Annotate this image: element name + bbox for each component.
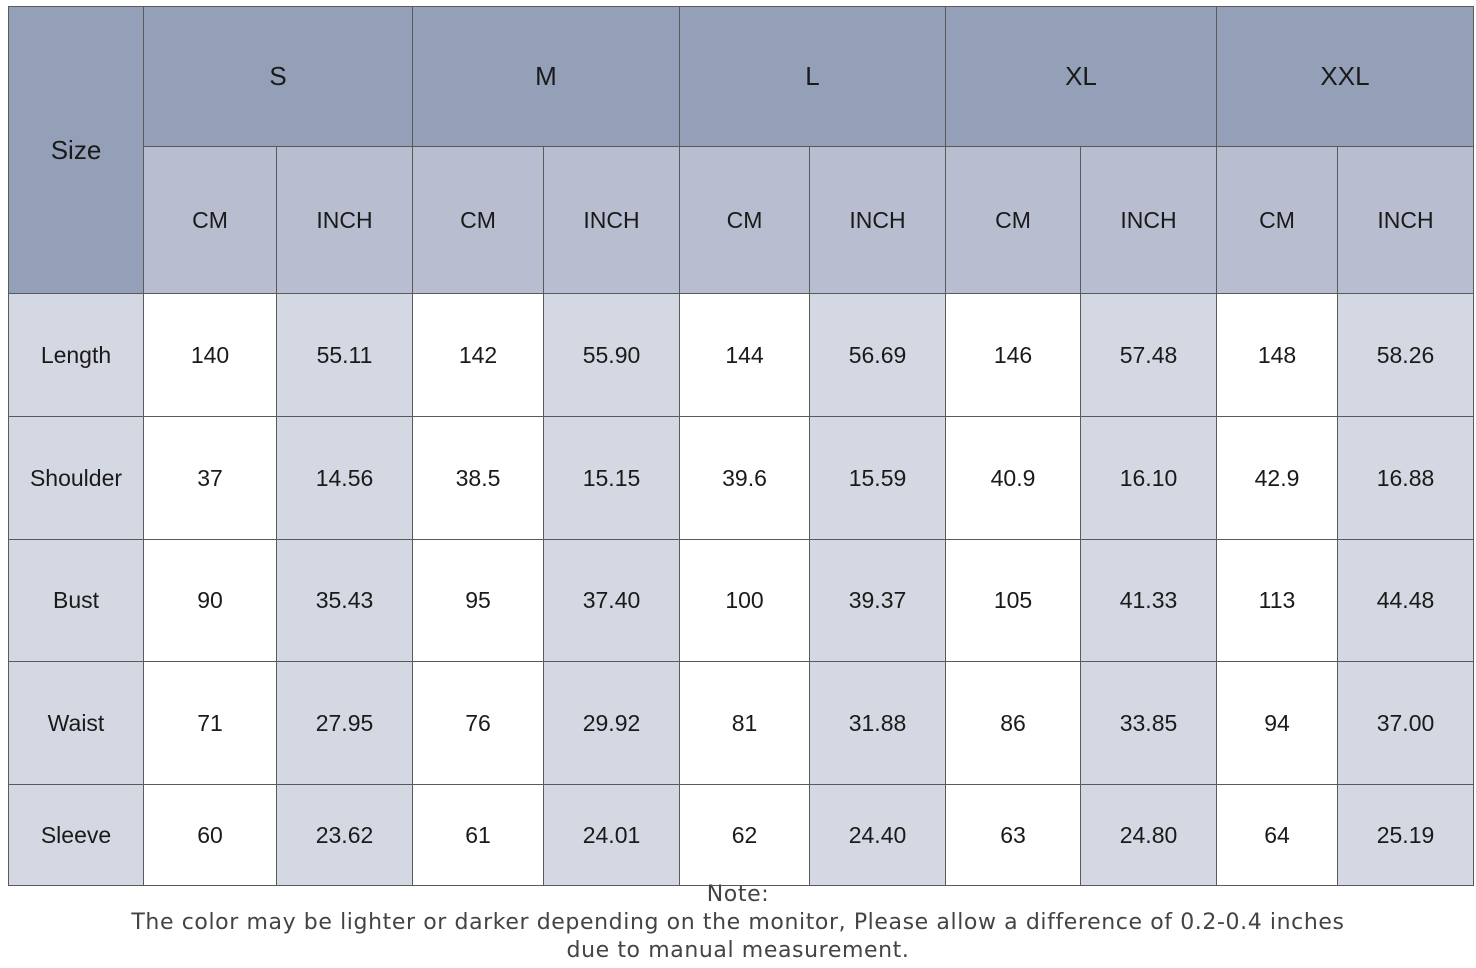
measurement: 23.62 [276,784,413,886]
measurement: 56.69 [809,293,946,417]
measurement: 16.10 [1080,416,1217,540]
measurement: 29.92 [543,661,680,785]
measurement: 63 [945,784,1081,886]
size-name: S [143,6,413,147]
unit-header: CM [143,146,277,294]
size-name: XXL [1216,6,1474,147]
measurement: 39.6 [679,416,810,540]
measurement: 144 [679,293,810,417]
row-label: Shoulder [8,416,144,540]
measurement: 38.5 [412,416,544,540]
unit-header: CM [679,146,810,294]
unit-header: INCH [1080,146,1217,294]
measurement: 24.40 [809,784,946,886]
size-name: L [679,6,946,147]
measurement: 31.88 [809,661,946,785]
measurement: 81 [679,661,810,785]
measurement: 105 [945,539,1081,662]
note-line: due to manual measurement. [566,938,910,963]
measurement: 16.88 [1337,416,1474,540]
unit-header: CM [412,146,544,294]
measurement: 37.00 [1337,661,1474,785]
measurement: 113 [1216,539,1338,662]
note-label: Note: [706,882,770,907]
measurement: 76 [412,661,544,785]
measurement: 15.15 [543,416,680,540]
measurement: 15.59 [809,416,946,540]
measurement: 37 [143,416,277,540]
measurement: 146 [945,293,1081,417]
measurement: 27.95 [276,661,413,785]
row-label: Waist [8,661,144,785]
measurement: 37.40 [543,539,680,662]
size-name: M [412,6,680,147]
measurement: 100 [679,539,810,662]
measurement: 55.90 [543,293,680,417]
measurement: 71 [143,661,277,785]
unit-header: CM [1216,146,1338,294]
unit-header: INCH [543,146,680,294]
measurement: 33.85 [1080,661,1217,785]
measurement: 86 [945,661,1081,785]
measurement: 41.33 [1080,539,1217,662]
measurement: 62 [679,784,810,886]
unit-header: INCH [809,146,946,294]
unit-header: CM [945,146,1081,294]
measurement: 64 [1216,784,1338,886]
note-line: The color may be lighter or darker depen… [131,910,1345,935]
measurement: 148 [1216,293,1338,417]
measurement: 95 [412,539,544,662]
measurement: 39.37 [809,539,946,662]
measurement: 24.80 [1080,784,1217,886]
size-name: XL [945,6,1217,147]
row-label: Bust [8,539,144,662]
measurement: 140 [143,293,277,417]
measurement: 14.56 [276,416,413,540]
size-header: Size [8,6,144,294]
measurement: 55.11 [276,293,413,417]
unit-header: INCH [1337,146,1474,294]
measurement: 57.48 [1080,293,1217,417]
measurement: 142 [412,293,544,417]
unit-header: INCH [276,146,413,294]
measurement: 60 [143,784,277,886]
measurement: 24.01 [543,784,680,886]
measurement: 40.9 [945,416,1081,540]
measurement: 58.26 [1337,293,1474,417]
measurement: 42.9 [1216,416,1338,540]
measurement: 35.43 [276,539,413,662]
row-label: Sleeve [8,784,144,886]
measurement: 90 [143,539,277,662]
measurement: 94 [1216,661,1338,785]
measurement: 25.19 [1337,784,1474,886]
row-label: Length [8,293,144,417]
measurement: 44.48 [1337,539,1474,662]
measurement: 61 [412,784,544,886]
